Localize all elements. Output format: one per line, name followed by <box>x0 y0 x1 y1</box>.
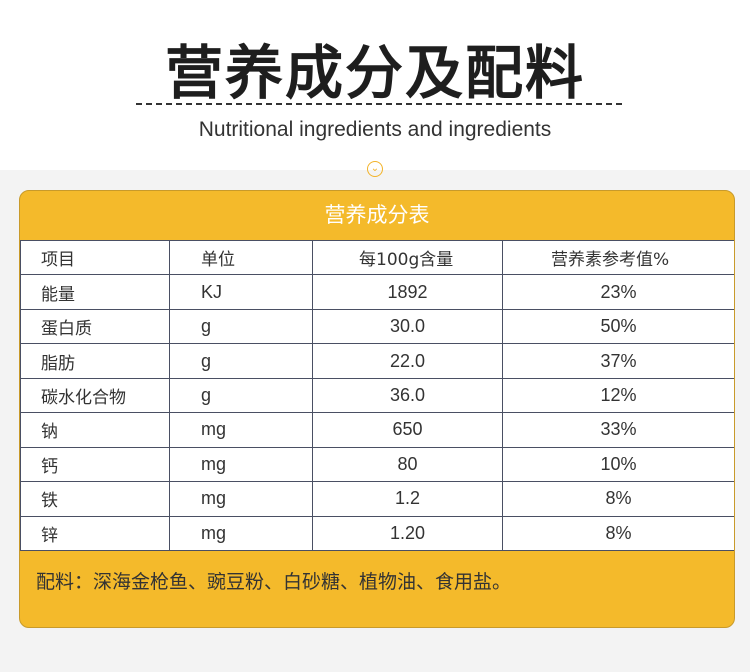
row-content: 650 <box>312 412 503 448</box>
row-item: 钙 <box>20 446 170 483</box>
row-item: 锌 <box>20 515 170 551</box>
row-nrv: 50% <box>502 308 734 345</box>
row-content: 80 <box>312 446 503 483</box>
row-nrv: 8% <box>502 481 734 517</box>
row-nrv: 23% <box>502 274 734 310</box>
table-title: 营养成分表 <box>324 203 430 227</box>
page-title: 营养成分及配料 <box>164 39 585 107</box>
table-row: 铁 mg 1.2 8% <box>20 481 734 517</box>
row-item: 钠 <box>20 412 170 448</box>
row-content: 1.2 <box>312 481 503 517</box>
row-unit: mg <box>169 515 313 551</box>
page-subtitle: Nutritional ingredients and ingredients <box>198 118 552 141</box>
chevron-down-icon: ⌄ <box>367 161 383 177</box>
row-content: 1.20 <box>312 515 503 551</box>
row-content: 1892 <box>312 274 503 310</box>
header-unit: 单位 <box>169 239 313 276</box>
row-item: 能量 <box>20 274 170 310</box>
table-row: 能量 KJ 1892 23% <box>20 274 734 310</box>
ingredients-text: 配料：深海金枪鱼、豌豆粉、白砂糖、植物油、食用盐。 <box>36 571 512 593</box>
row-content: 22.0 <box>312 343 503 379</box>
table-row: 碳水化合物 g 36.0 12% <box>20 377 734 414</box>
row-item: 铁 <box>20 481 170 517</box>
nutrition-card: 营养成分表 项目 单位 每100g含量 营养素参考值% 能量 KJ 1892 2… <box>19 190 735 628</box>
table-row: 锌 mg 1.20 8% <box>20 515 734 551</box>
table-row: 钙 mg 80 10% <box>20 446 734 483</box>
row-item: 碳水化合物 <box>20 377 170 414</box>
header-band <box>0 0 750 170</box>
dashed-divider <box>136 103 622 105</box>
row-nrv: 37% <box>502 343 734 379</box>
row-unit: mg <box>169 446 313 483</box>
header-content: 每100g含量 <box>312 239 503 276</box>
row-unit: mg <box>169 481 313 517</box>
table-row: 蛋白质 g 30.0 50% <box>20 308 734 345</box>
table-row: 钠 mg 650 33% <box>20 412 734 448</box>
row-nrv: 33% <box>502 412 734 448</box>
row-item: 脂肪 <box>20 343 170 379</box>
row-nrv: 10% <box>502 446 734 483</box>
header-nrv: 营养素参考值% <box>502 239 734 276</box>
row-unit: KJ <box>169 274 313 310</box>
row-unit: g <box>169 377 313 414</box>
row-content: 36.0 <box>312 377 503 414</box>
row-unit: g <box>169 343 313 379</box>
row-content: 30.0 <box>312 308 503 345</box>
nutrition-table: 项目 单位 每100g含量 营养素参考值% 能量 KJ 1892 23% 蛋白质… <box>20 239 734 551</box>
table-row: 脂肪 g 22.0 37% <box>20 343 734 379</box>
table-header-row: 项目 单位 每100g含量 营养素参考值% <box>20 239 734 276</box>
row-nrv: 12% <box>502 377 734 414</box>
row-nrv: 8% <box>502 515 734 551</box>
header-item: 项目 <box>20 239 170 276</box>
row-item: 蛋白质 <box>20 308 170 345</box>
row-unit: g <box>169 308 313 345</box>
row-unit: mg <box>169 412 313 448</box>
